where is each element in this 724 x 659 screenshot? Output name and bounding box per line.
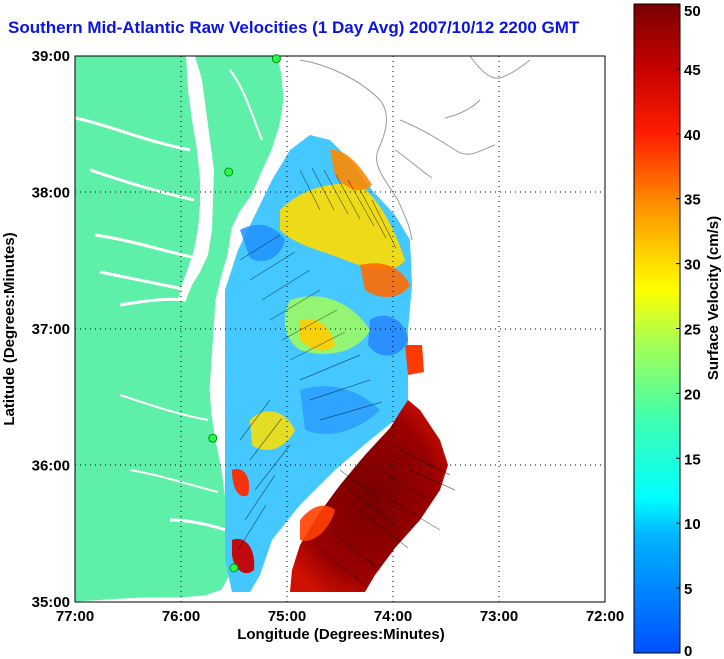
colorbar-tick-label: 45 bbox=[684, 62, 701, 79]
x-tick-label: 75:00 bbox=[268, 608, 306, 625]
y-tick-label: 35:00 bbox=[32, 594, 70, 611]
x-tick-label: 77:00 bbox=[56, 608, 94, 625]
station-markers bbox=[208, 54, 281, 573]
station-marker bbox=[271, 54, 281, 64]
station-marker bbox=[229, 563, 239, 573]
colorbar-ticks: 0 5 10 15 20 25 30 35 40 45 50 bbox=[676, 3, 701, 659]
colorbar-tick-label: 35 bbox=[684, 192, 701, 209]
land-mass bbox=[75, 56, 285, 602]
colorbar-tick-label: 10 bbox=[684, 516, 701, 533]
velocity-arrows bbox=[237, 167, 456, 586]
colorbar-tick-label: 25 bbox=[684, 322, 701, 339]
map-title: Southern Mid-Atlantic Raw Velocities (1 … bbox=[8, 18, 580, 37]
x-tick-label: 74:00 bbox=[374, 608, 412, 625]
x-tick-labels: 77:00 76:00 75:00 74:00 73:00 72:00 bbox=[56, 608, 624, 625]
y-tick-label: 37:00 bbox=[32, 321, 70, 338]
y-tick-labels: 39:00 38:00 37:00 36:00 35:00 bbox=[32, 48, 70, 611]
x-tick-label: 72:00 bbox=[586, 608, 624, 625]
colorbar-tick-label: 50 bbox=[684, 3, 701, 20]
plot-frame bbox=[74, 55, 606, 603]
y-tick-label: 39:00 bbox=[32, 48, 70, 65]
x-tick-label: 76:00 bbox=[162, 608, 200, 625]
chesapeake-bay bbox=[178, 56, 214, 300]
x-tick-label: 73:00 bbox=[480, 608, 518, 625]
station-marker bbox=[208, 433, 218, 443]
y-tick-label: 38:00 bbox=[32, 185, 70, 202]
y-axis-label: Latitude (Degrees:Minutes) bbox=[1, 232, 18, 425]
colorbar-tick-label: 5 bbox=[684, 581, 692, 598]
colorbar-tick-label: 15 bbox=[684, 451, 701, 468]
colorbar-label: Surface Velocity (cm/s) bbox=[705, 216, 722, 380]
colorbar-tick-label: 0 bbox=[684, 643, 692, 659]
colorbar-tick-label: 20 bbox=[684, 386, 701, 403]
map-grid bbox=[75, 56, 605, 602]
station-marker bbox=[224, 167, 234, 177]
colorbar-tick-label: 40 bbox=[684, 127, 701, 144]
colorbar bbox=[633, 3, 681, 654]
y-tick-label: 36:00 bbox=[32, 458, 70, 475]
colorbar-tick-label: 30 bbox=[684, 257, 701, 274]
x-axis-label: Longitude (Degrees:Minutes) bbox=[237, 626, 445, 643]
